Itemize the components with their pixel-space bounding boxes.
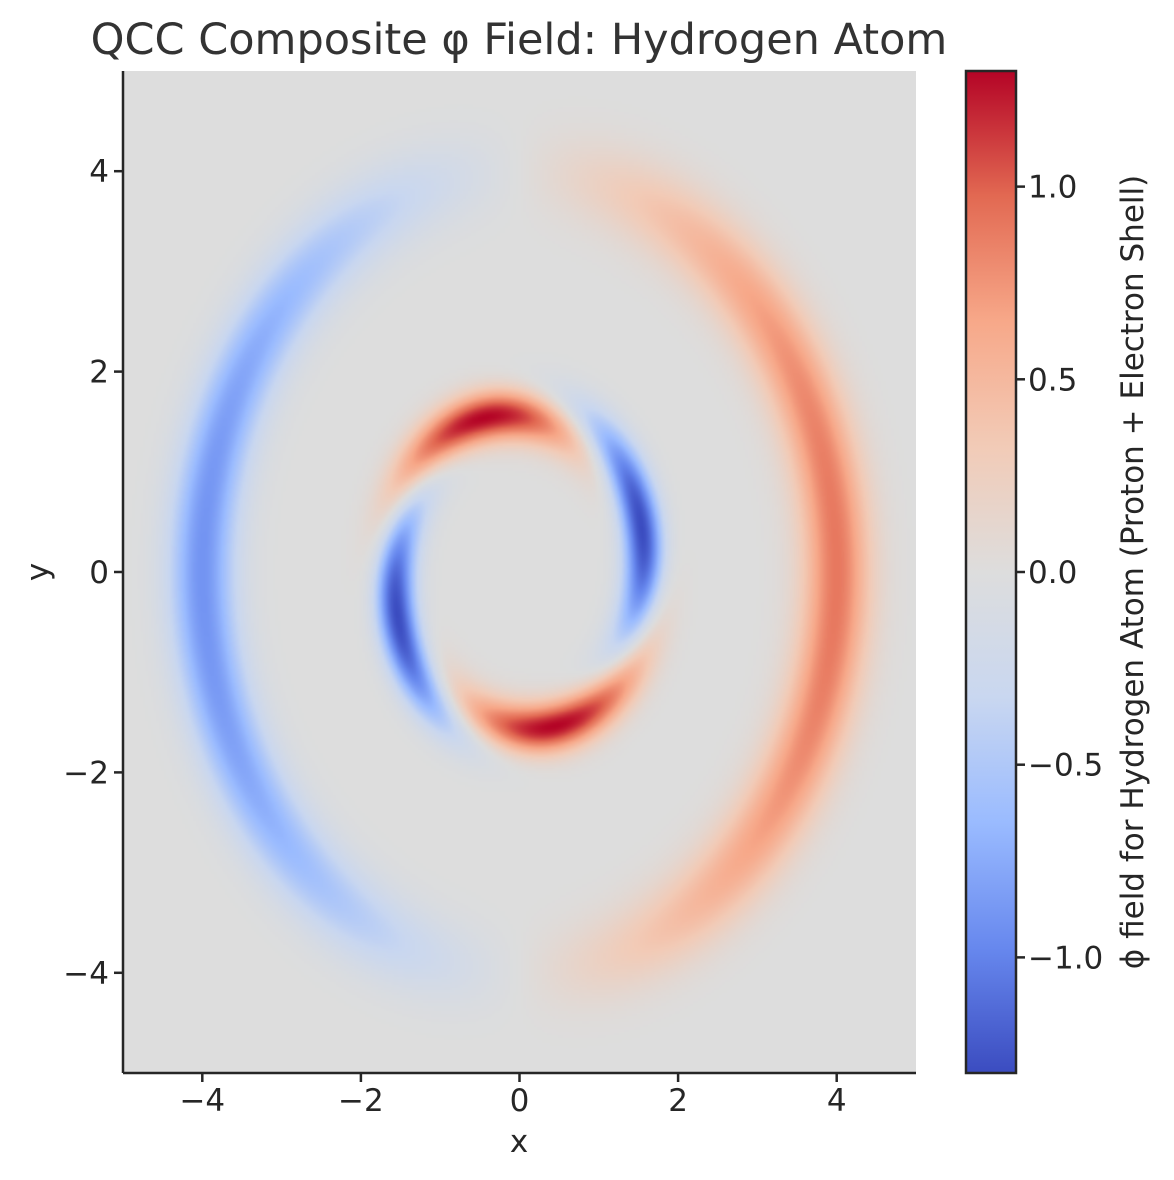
x-ticks: −4 −2 0 2 4 (179, 1073, 847, 1119)
heatmap-plot-area (123, 71, 916, 1073)
colorbar-tick-label: 0.0 (1028, 555, 1077, 591)
x-tick-label: −4 (179, 1083, 225, 1119)
colorbar-ticks: −1.0 −0.5 0.0 0.5 1.0 (1016, 170, 1103, 976)
x-axis-label: x (510, 1124, 528, 1160)
x-tick-label: 4 (827, 1083, 847, 1119)
y-tick-label: −2 (63, 755, 109, 791)
y-tick-label: 0 (89, 555, 109, 591)
y-axis-label: y (20, 563, 56, 581)
x-tick-label: 0 (510, 1083, 530, 1119)
colorbar-tick-label: 1.0 (1028, 170, 1077, 206)
colorbar-tick-label: −1.0 (1028, 940, 1103, 976)
y-ticks: −4 −2 0 2 4 (63, 154, 123, 992)
colorbar-tick-label: −0.5 (1028, 748, 1103, 784)
colorbar-tick-label: 0.5 (1028, 362, 1077, 398)
y-tick-label: −4 (63, 956, 109, 992)
axes: −4 −2 0 2 4 −4 −2 0 2 4 (63, 71, 916, 1119)
y-tick-label: 2 (89, 355, 109, 391)
colorbar-gradient (964, 69, 1018, 1075)
colorbar: −1.0 −0.5 0.0 0.5 1.0 ϕ field for Hydrogen A… (964, 69, 1151, 1075)
x-tick-label: 2 (668, 1083, 688, 1119)
x-tick-label: −2 (338, 1083, 384, 1119)
y-tick-label: 4 (89, 154, 109, 190)
colorbar-label: ϕ field for Hydrogen Atom (Proton + Elec… (1115, 175, 1151, 969)
heatmap-image (123, 71, 916, 1073)
chart-title: QCC Composite φ Field: Hydrogen Atom (91, 15, 948, 65)
